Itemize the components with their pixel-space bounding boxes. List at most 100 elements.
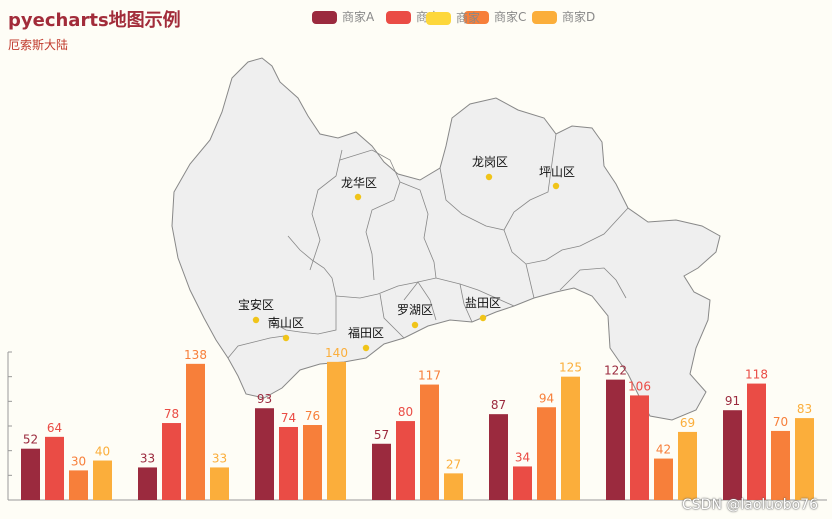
map-district-border — [335, 277, 515, 307]
legend-swatch — [532, 11, 557, 24]
map-district-border — [339, 149, 401, 281]
map-district-border — [559, 267, 627, 299]
map-point — [354, 193, 362, 201]
map-district-border — [379, 293, 405, 339]
legend-swatch — [426, 12, 451, 25]
bar-value-label: 30 — [71, 454, 86, 468]
bar — [537, 407, 556, 500]
bar — [210, 467, 229, 500]
bar-value-label: 91 — [725, 394, 740, 408]
legend-label: 商家A — [342, 10, 375, 24]
chart-subtitle: 厄索斯大陆 — [8, 38, 69, 52]
bar-value-label: 52 — [23, 433, 38, 447]
bar-value-label: 117 — [418, 369, 441, 383]
map-point-label: 坪山区 — [539, 165, 575, 179]
bar — [69, 470, 88, 500]
bar-value-label: 33 — [212, 451, 227, 465]
map-point-label: 宝安区 — [238, 297, 274, 312]
map-point-label: 龙岗区 — [472, 155, 508, 169]
bar-value-label: 64 — [47, 421, 62, 435]
map-point-label: 盐田区 — [465, 296, 501, 310]
map-district-border — [309, 149, 343, 271]
bar — [723, 410, 742, 500]
map-point — [479, 314, 487, 322]
map-district-border — [227, 335, 285, 359]
bar-value-label: 78 — [164, 407, 179, 421]
map-district-border — [267, 296, 337, 335]
bar-value-label: 76 — [305, 409, 320, 423]
legend-swatch — [312, 11, 337, 24]
map-point — [485, 173, 493, 181]
bar — [279, 426, 298, 500]
bar-layer: 52 64 30 40 33 78 138 33 93 74 76 140 57 80 117 27 87 34 9… — [7, 346, 827, 501]
bar — [21, 448, 40, 500]
bar — [654, 458, 673, 500]
bar — [45, 436, 64, 500]
legend-swatch — [464, 11, 489, 24]
bar-value-label: 27 — [446, 457, 461, 471]
bar — [93, 460, 112, 500]
bar — [162, 423, 181, 500]
bar-value-label: 83 — [797, 402, 812, 416]
map-point-label: 罗湖区 — [397, 302, 433, 317]
bar-value-label: 87 — [491, 398, 506, 412]
map-point-label: 龙华区 — [341, 176, 377, 190]
bar-value-label: 34 — [515, 450, 530, 464]
bar-value-label: 69 — [680, 416, 695, 430]
legend-label: 商家C — [494, 10, 527, 24]
bar-value-label: 118 — [745, 368, 768, 382]
bar — [396, 421, 415, 500]
bar — [561, 376, 580, 500]
chart-title: pyecharts地图示例 — [8, 10, 181, 31]
bar-value-label: 94 — [539, 391, 554, 405]
bar-value-label: 125 — [559, 361, 582, 375]
map-district-border — [459, 283, 473, 323]
map-point-label: 南山区 — [268, 315, 304, 330]
map-district-border — [503, 207, 629, 265]
watermark: CSDN @laoluobo76 — [682, 497, 818, 513]
bar-value-label: 40 — [95, 445, 110, 459]
bar — [372, 443, 391, 500]
bar — [606, 379, 625, 500]
bar-value-label: 42 — [656, 443, 671, 457]
bar-value-label: 33 — [140, 451, 155, 465]
bar — [513, 466, 532, 500]
bar-value-label: 70 — [773, 415, 788, 429]
bar — [255, 408, 274, 500]
legend-label: 商家D — [562, 10, 596, 24]
bar — [630, 395, 649, 500]
legend-swatch — [386, 11, 411, 24]
map-district-border — [287, 235, 337, 297]
bar-value-label: 122 — [604, 364, 627, 378]
map-point-label: 福田区 — [348, 325, 384, 340]
map-district-border — [399, 181, 437, 279]
bar-value-label: 74 — [281, 411, 296, 425]
bar — [771, 430, 790, 500]
legend-label: 商家 — [456, 11, 481, 25]
bar-value-label: 140 — [325, 346, 348, 360]
bar — [795, 418, 814, 500]
bar — [747, 383, 766, 500]
bar — [444, 473, 463, 500]
bar-value-label: 93 — [257, 392, 272, 406]
bar — [489, 414, 508, 500]
bar-value-label: 80 — [398, 405, 413, 419]
map-point — [411, 321, 419, 329]
bar — [327, 361, 346, 500]
bar — [420, 384, 439, 500]
bar-value-label: 57 — [374, 428, 389, 442]
map-point — [552, 182, 560, 190]
bar — [138, 467, 157, 500]
bar-value-label: 138 — [184, 348, 207, 362]
map-outline — [171, 57, 721, 421]
map-point — [252, 316, 260, 324]
bar — [303, 425, 322, 500]
bar — [678, 431, 697, 500]
map-point — [282, 334, 290, 342]
map-district-border — [403, 281, 437, 321]
bar — [186, 363, 205, 500]
map-point — [362, 344, 370, 352]
